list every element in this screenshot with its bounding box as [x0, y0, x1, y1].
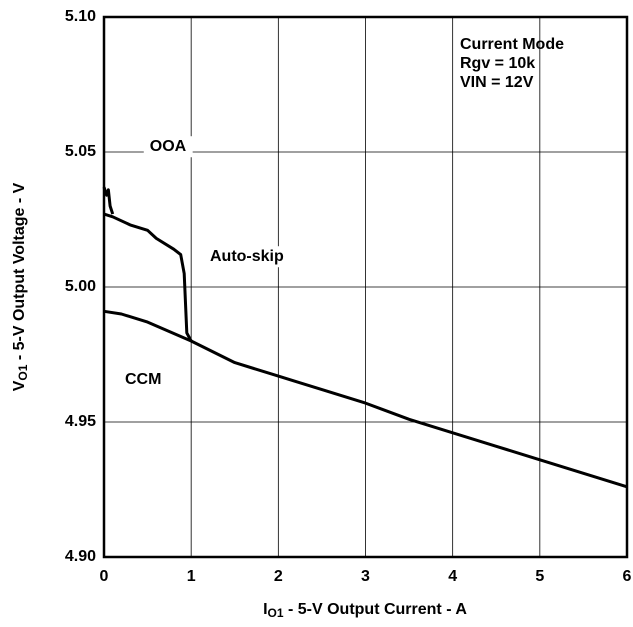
y-axis-label: VO1 - 5-V Output Voltage - V: [11, 182, 30, 391]
x-axis-label: IO1 - 5-V Output Current - A: [263, 601, 467, 620]
x-label-rest: - 5-V Output Current - A: [284, 601, 468, 618]
x-tick-label: 0: [100, 568, 109, 585]
data-line: [102, 186, 115, 215]
y-tick-label: 5.05: [65, 143, 96, 160]
x-tick-label: 1: [187, 568, 196, 585]
x-tick-label: 6: [623, 568, 632, 585]
y-label-sub: O1: [16, 364, 30, 380]
y-tick-label: 4.95: [65, 413, 96, 430]
y-label-main: V: [11, 380, 28, 391]
annotation: Rgv = 10k: [460, 55, 535, 72]
data-line: [103, 309, 628, 489]
plot-frame: [102, 15, 629, 559]
y-tick-label: 4.90: [65, 548, 96, 565]
annotation: CCM: [125, 371, 161, 388]
annotation-bg: [119, 369, 168, 391]
y-tick-label: 5.00: [65, 278, 96, 295]
data-line: [103, 212, 193, 342]
annotation: VIN = 12V: [460, 74, 534, 91]
x-tick-label: 5: [535, 568, 544, 585]
x-tick-label: 4: [448, 568, 457, 585]
annotation: OOA: [150, 138, 187, 155]
y-label-rest: - 5-V Output Voltage - V: [11, 182, 28, 364]
annotation: Current Mode: [460, 36, 564, 53]
annotation-bg: [204, 246, 290, 268]
x-label-main: I: [263, 601, 267, 618]
y-tick-label: 5.10: [65, 8, 96, 25]
x-tick-label: 3: [361, 568, 370, 585]
annotation: Auto-skip: [210, 248, 284, 265]
x-label-sub: O1: [268, 606, 284, 620]
x-tick-label: 2: [274, 568, 283, 585]
annotation-bg: [143, 136, 193, 158]
